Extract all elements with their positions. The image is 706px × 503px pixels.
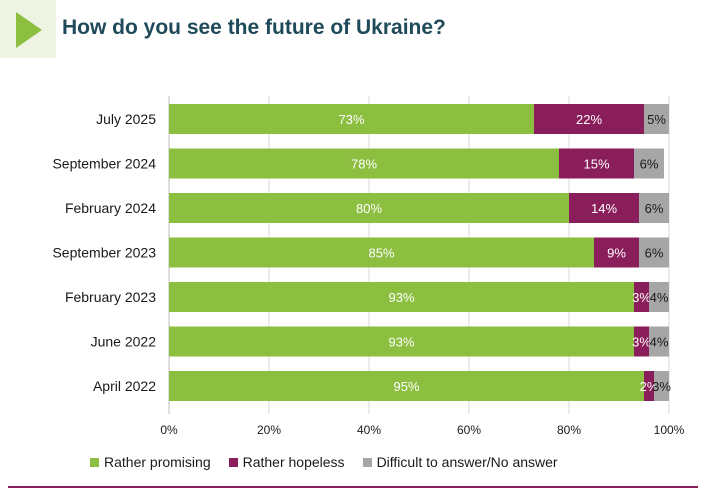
bar-segment	[634, 282, 649, 312]
category-label: September 2023	[52, 245, 156, 261]
bar-segment	[569, 193, 639, 223]
bar-segment	[169, 193, 569, 223]
category-label: February 2024	[65, 200, 156, 216]
bar-segment	[169, 282, 634, 312]
bar-segment	[594, 237, 639, 268]
category-label: June 2022	[91, 334, 157, 350]
legend-item-difficult: Difficult to answer/No answer	[362, 454, 558, 470]
bottom-divider	[8, 486, 698, 488]
bar-segment	[169, 326, 634, 357]
category-label: July 2025	[96, 111, 156, 127]
legend-swatch-hopeless	[228, 457, 238, 467]
data-label: 3%	[632, 290, 651, 305]
data-label: 78%	[351, 157, 377, 172]
x-tick-label: 20%	[257, 423, 281, 437]
data-label: 85%	[368, 246, 394, 261]
data-label: 6%	[640, 157, 659, 172]
data-label: 9%	[607, 246, 626, 261]
data-label: 3%	[632, 335, 651, 350]
data-label: 6%	[645, 246, 664, 261]
bar-segment	[534, 104, 644, 134]
bar-segment	[169, 237, 594, 268]
data-label: 93%	[388, 335, 414, 350]
x-tick-label: 0%	[160, 423, 178, 437]
legend-swatch-promising	[90, 457, 99, 467]
bar-segment	[634, 148, 664, 179]
data-label: 3%	[652, 379, 671, 394]
legend-item-promising: Rather promising	[90, 454, 211, 470]
bar-segment	[649, 282, 669, 312]
x-tick-label: 100%	[654, 423, 685, 437]
data-label: 22%	[576, 112, 602, 127]
data-label: 6%	[645, 201, 664, 216]
x-tick-label: 40%	[357, 423, 381, 437]
legend-label-promising: Rather promising	[104, 454, 211, 470]
data-label: 4%	[650, 335, 669, 350]
chart-legend: Rather promising Rather hopeless Difficu…	[90, 454, 558, 470]
bar-segment	[169, 371, 644, 401]
chart-title: How do you see the future of Ukraine?	[62, 16, 446, 39]
title-arrow-icon	[16, 12, 42, 48]
bar-segment	[639, 237, 669, 268]
data-label: 5%	[647, 112, 666, 127]
bar-segment	[644, 371, 654, 401]
bar-segment	[654, 371, 669, 401]
bar-segment	[169, 148, 559, 179]
bar-segment	[644, 104, 669, 134]
bar-segment	[169, 104, 534, 134]
legend-item-hopeless: Rather hopeless	[228, 454, 345, 470]
bar-segment	[559, 148, 634, 179]
data-label: 80%	[356, 201, 382, 216]
legend-label-hopeless: Rather hopeless	[242, 454, 345, 470]
category-label: April 2022	[93, 378, 156, 394]
data-label: 93%	[388, 290, 414, 305]
bar-segment	[639, 193, 669, 223]
data-label: 95%	[393, 379, 419, 394]
legend-label-difficult: Difficult to answer/No answer	[376, 454, 558, 470]
x-tick-label: 80%	[557, 423, 581, 437]
category-label: September 2024	[52, 156, 156, 172]
bar-segment	[634, 326, 649, 357]
data-label: 4%	[650, 290, 669, 305]
category-label: February 2023	[65, 289, 156, 305]
legend-swatch-difficult	[362, 457, 372, 467]
bar-segment	[649, 326, 669, 357]
data-label: 15%	[583, 157, 609, 172]
data-label: 73%	[338, 112, 364, 127]
data-label: 14%	[591, 201, 617, 216]
x-tick-label: 60%	[457, 423, 481, 437]
